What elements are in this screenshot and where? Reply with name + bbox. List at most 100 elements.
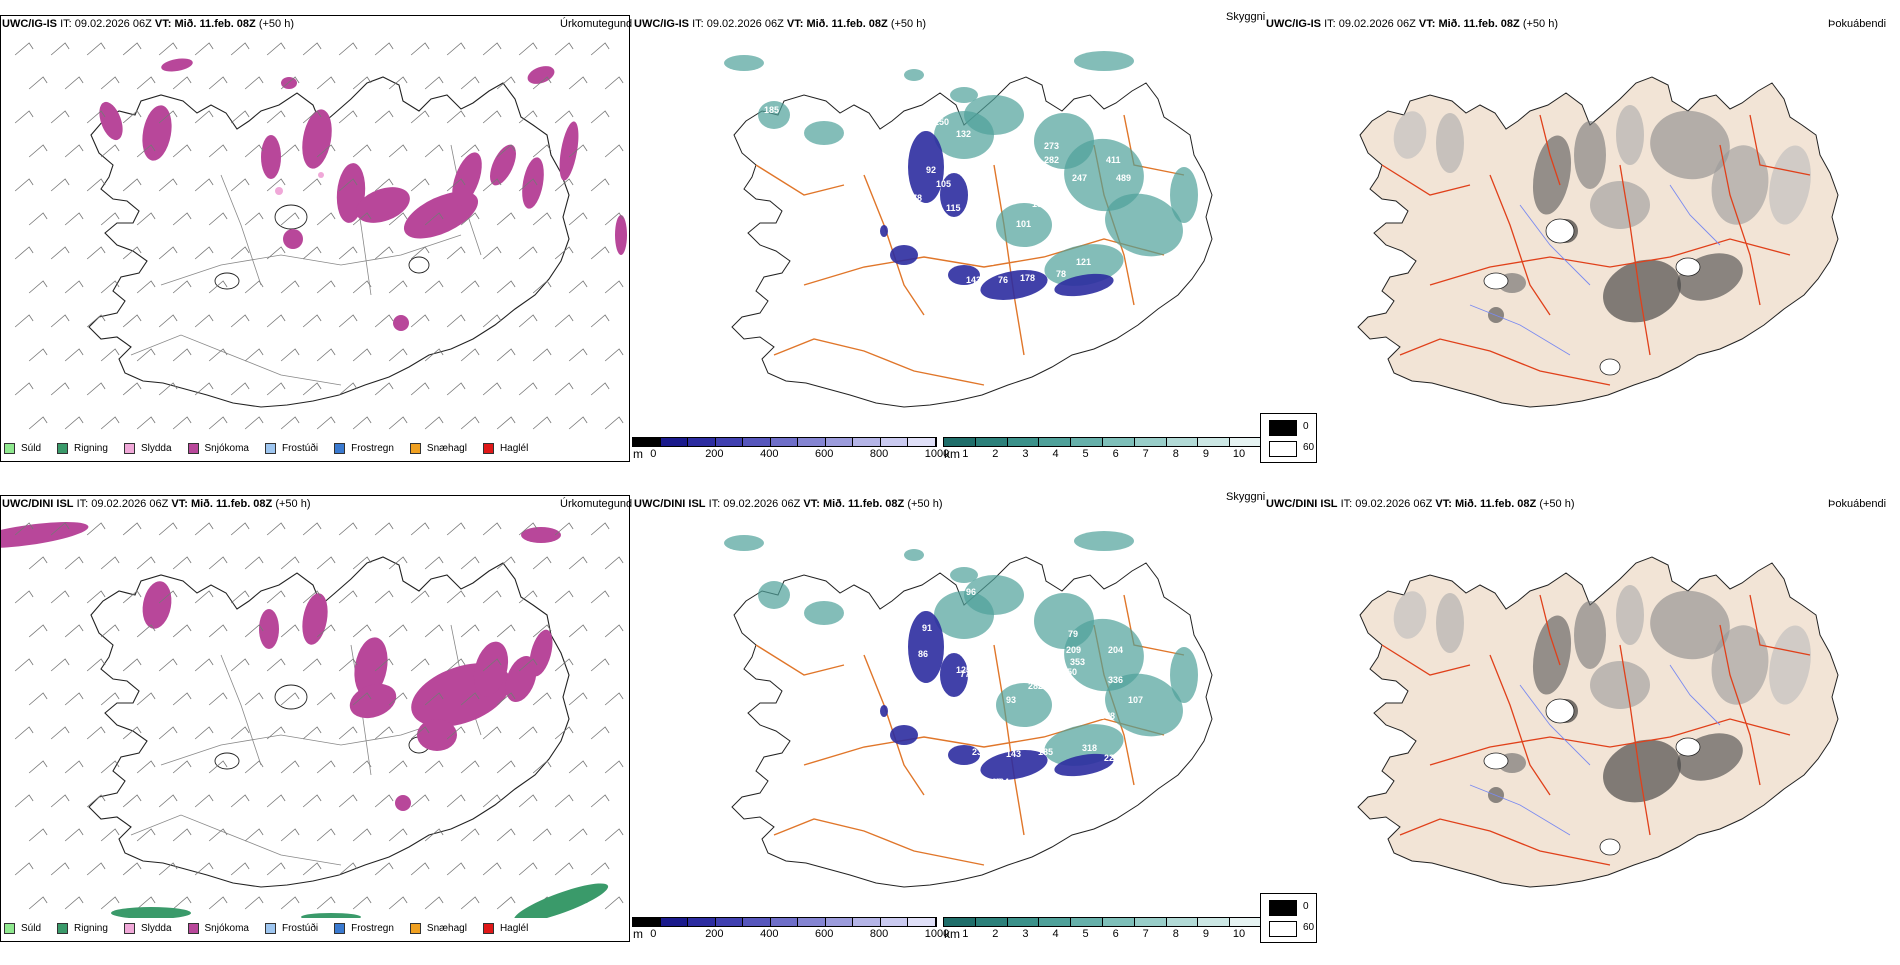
wind-barb-icon <box>64 624 84 638</box>
colorbar-bin <box>853 438 881 446</box>
wind-barb-icon <box>86 314 106 328</box>
wind-barb-icon <box>554 590 574 604</box>
visibility-area <box>1064 138 1144 212</box>
colorbar-bin <box>944 918 976 926</box>
cloud-base-label: 89 <box>866 727 876 737</box>
cloud-base-label: 250 <box>934 117 949 127</box>
snow-area <box>161 58 193 72</box>
wind-barb-icon <box>208 556 228 570</box>
snow-area <box>259 609 279 649</box>
colorbar-bin <box>1198 918 1231 926</box>
wind-barb-icon <box>158 178 178 192</box>
wind-barb-icon <box>338 246 358 260</box>
wind-barb-icon <box>158 110 178 124</box>
wind-barb-icon <box>604 624 624 638</box>
wind-barb-icon <box>28 416 48 430</box>
wind-barb-icon <box>604 280 624 294</box>
coastline <box>88 556 570 888</box>
model-name: UWC/DINI ISL <box>2 498 74 510</box>
colorbar-bin <box>743 918 771 926</box>
wind-barb-icon <box>374 794 394 808</box>
fog-index-area <box>1650 110 1730 180</box>
wind-barb-icon <box>388 828 408 842</box>
wind-barb-icon <box>338 862 358 876</box>
wind-barb-icon <box>136 144 156 158</box>
snow-area <box>527 66 555 84</box>
wind-barb-icon <box>244 760 264 774</box>
wind-barb-icon <box>554 178 574 192</box>
wind-barb-icon <box>194 726 214 740</box>
cloud-base-label: 166 <box>972 687 987 697</box>
colorbar-bin <box>1071 918 1103 926</box>
wind-barb-icon <box>208 760 228 774</box>
visibility-area <box>1064 618 1144 692</box>
wind-barb-icon <box>122 794 142 808</box>
fog-map <box>1357 76 1839 408</box>
colorbar-bin <box>1007 918 1040 926</box>
colorbar-bin <box>1166 918 1199 926</box>
fog-map <box>1357 556 1839 888</box>
colorbar-tick: 9 <box>1202 928 1209 940</box>
height-colorbar: 0 200 400 600 800 1000 <box>632 437 949 460</box>
wind-barb-icon <box>302 110 322 124</box>
wind-barb-icon <box>410 382 430 396</box>
wind-barb-icon <box>590 862 610 876</box>
low-cloud-area <box>940 653 968 697</box>
legend-swatch <box>57 922 69 934</box>
visibility-area <box>804 601 844 625</box>
wind-barb-icon <box>460 760 480 774</box>
colorbar-bin <box>880 438 909 446</box>
fog-index-area <box>1590 181 1650 229</box>
legend-label: Haglél <box>499 442 529 454</box>
cloud-base-label: 878 <box>1100 711 1115 721</box>
colorbar-bin <box>1134 438 1167 446</box>
wind-barb-icon <box>122 590 142 604</box>
wind-barb-icon <box>424 828 444 842</box>
ptype-legend: Súld Rigning Slydda Snjókoma Frostúði Frostre… <box>4 439 544 457</box>
wind-barb-icon <box>208 348 228 362</box>
legend-label: Súld <box>21 442 42 454</box>
wind-barb-icon <box>64 348 84 362</box>
wind-barb-icon <box>460 624 480 638</box>
wind-barb-icon <box>136 280 156 294</box>
lead-time: (+50 h) <box>907 498 943 510</box>
wind-barb-icon <box>50 382 70 396</box>
wind-barb-icon <box>86 110 106 124</box>
legend-label: Rigning <box>74 922 108 934</box>
wind-barb-icon <box>100 144 120 158</box>
wind-barb-icon <box>136 760 156 774</box>
legend-label: Snæhagl <box>426 922 467 934</box>
colorbar-bin <box>880 918 909 926</box>
wind-barb-icon <box>14 314 34 328</box>
colorbar-tick: 1000 <box>924 448 950 460</box>
valid-label: VT: <box>803 498 820 510</box>
cloud-base-label: 170 <box>980 257 995 267</box>
wind-barb-icon <box>590 522 610 536</box>
wind-barb-icon <box>316 280 336 294</box>
wind-barb-icon <box>554 522 574 536</box>
island-group <box>1357 556 1839 888</box>
wind-barb-icon <box>122 110 142 124</box>
fog-index-area <box>1574 601 1606 669</box>
init-label: IT: <box>692 18 704 30</box>
wind-barb-icon <box>352 760 372 774</box>
wind-barb-icon <box>86 42 106 56</box>
lead-time: (+50 h) <box>890 18 926 30</box>
wind-barb-icon <box>374 246 394 260</box>
legend-swatch <box>57 442 69 454</box>
wind-barb-icon <box>568 280 588 294</box>
wind-barb-icon <box>136 556 156 570</box>
cloud-base-label: 105 <box>936 179 951 189</box>
cloud-base-label: 155 <box>1018 175 1033 185</box>
wind-barb-icon <box>568 828 588 842</box>
glacier-outline <box>1545 218 1575 244</box>
wind-barb-icon <box>14 522 34 536</box>
legend-label: Snjókoma <box>204 442 249 454</box>
wind-barb-icon <box>554 382 574 396</box>
fog-legend: 0 60 <box>1260 413 1317 463</box>
wind-barb-icon <box>460 144 480 158</box>
wind-barb-icon <box>316 760 336 774</box>
wind-barb-icon <box>590 42 610 56</box>
wind-barb-icon <box>100 212 120 226</box>
wind-barb-icon <box>86 658 106 672</box>
